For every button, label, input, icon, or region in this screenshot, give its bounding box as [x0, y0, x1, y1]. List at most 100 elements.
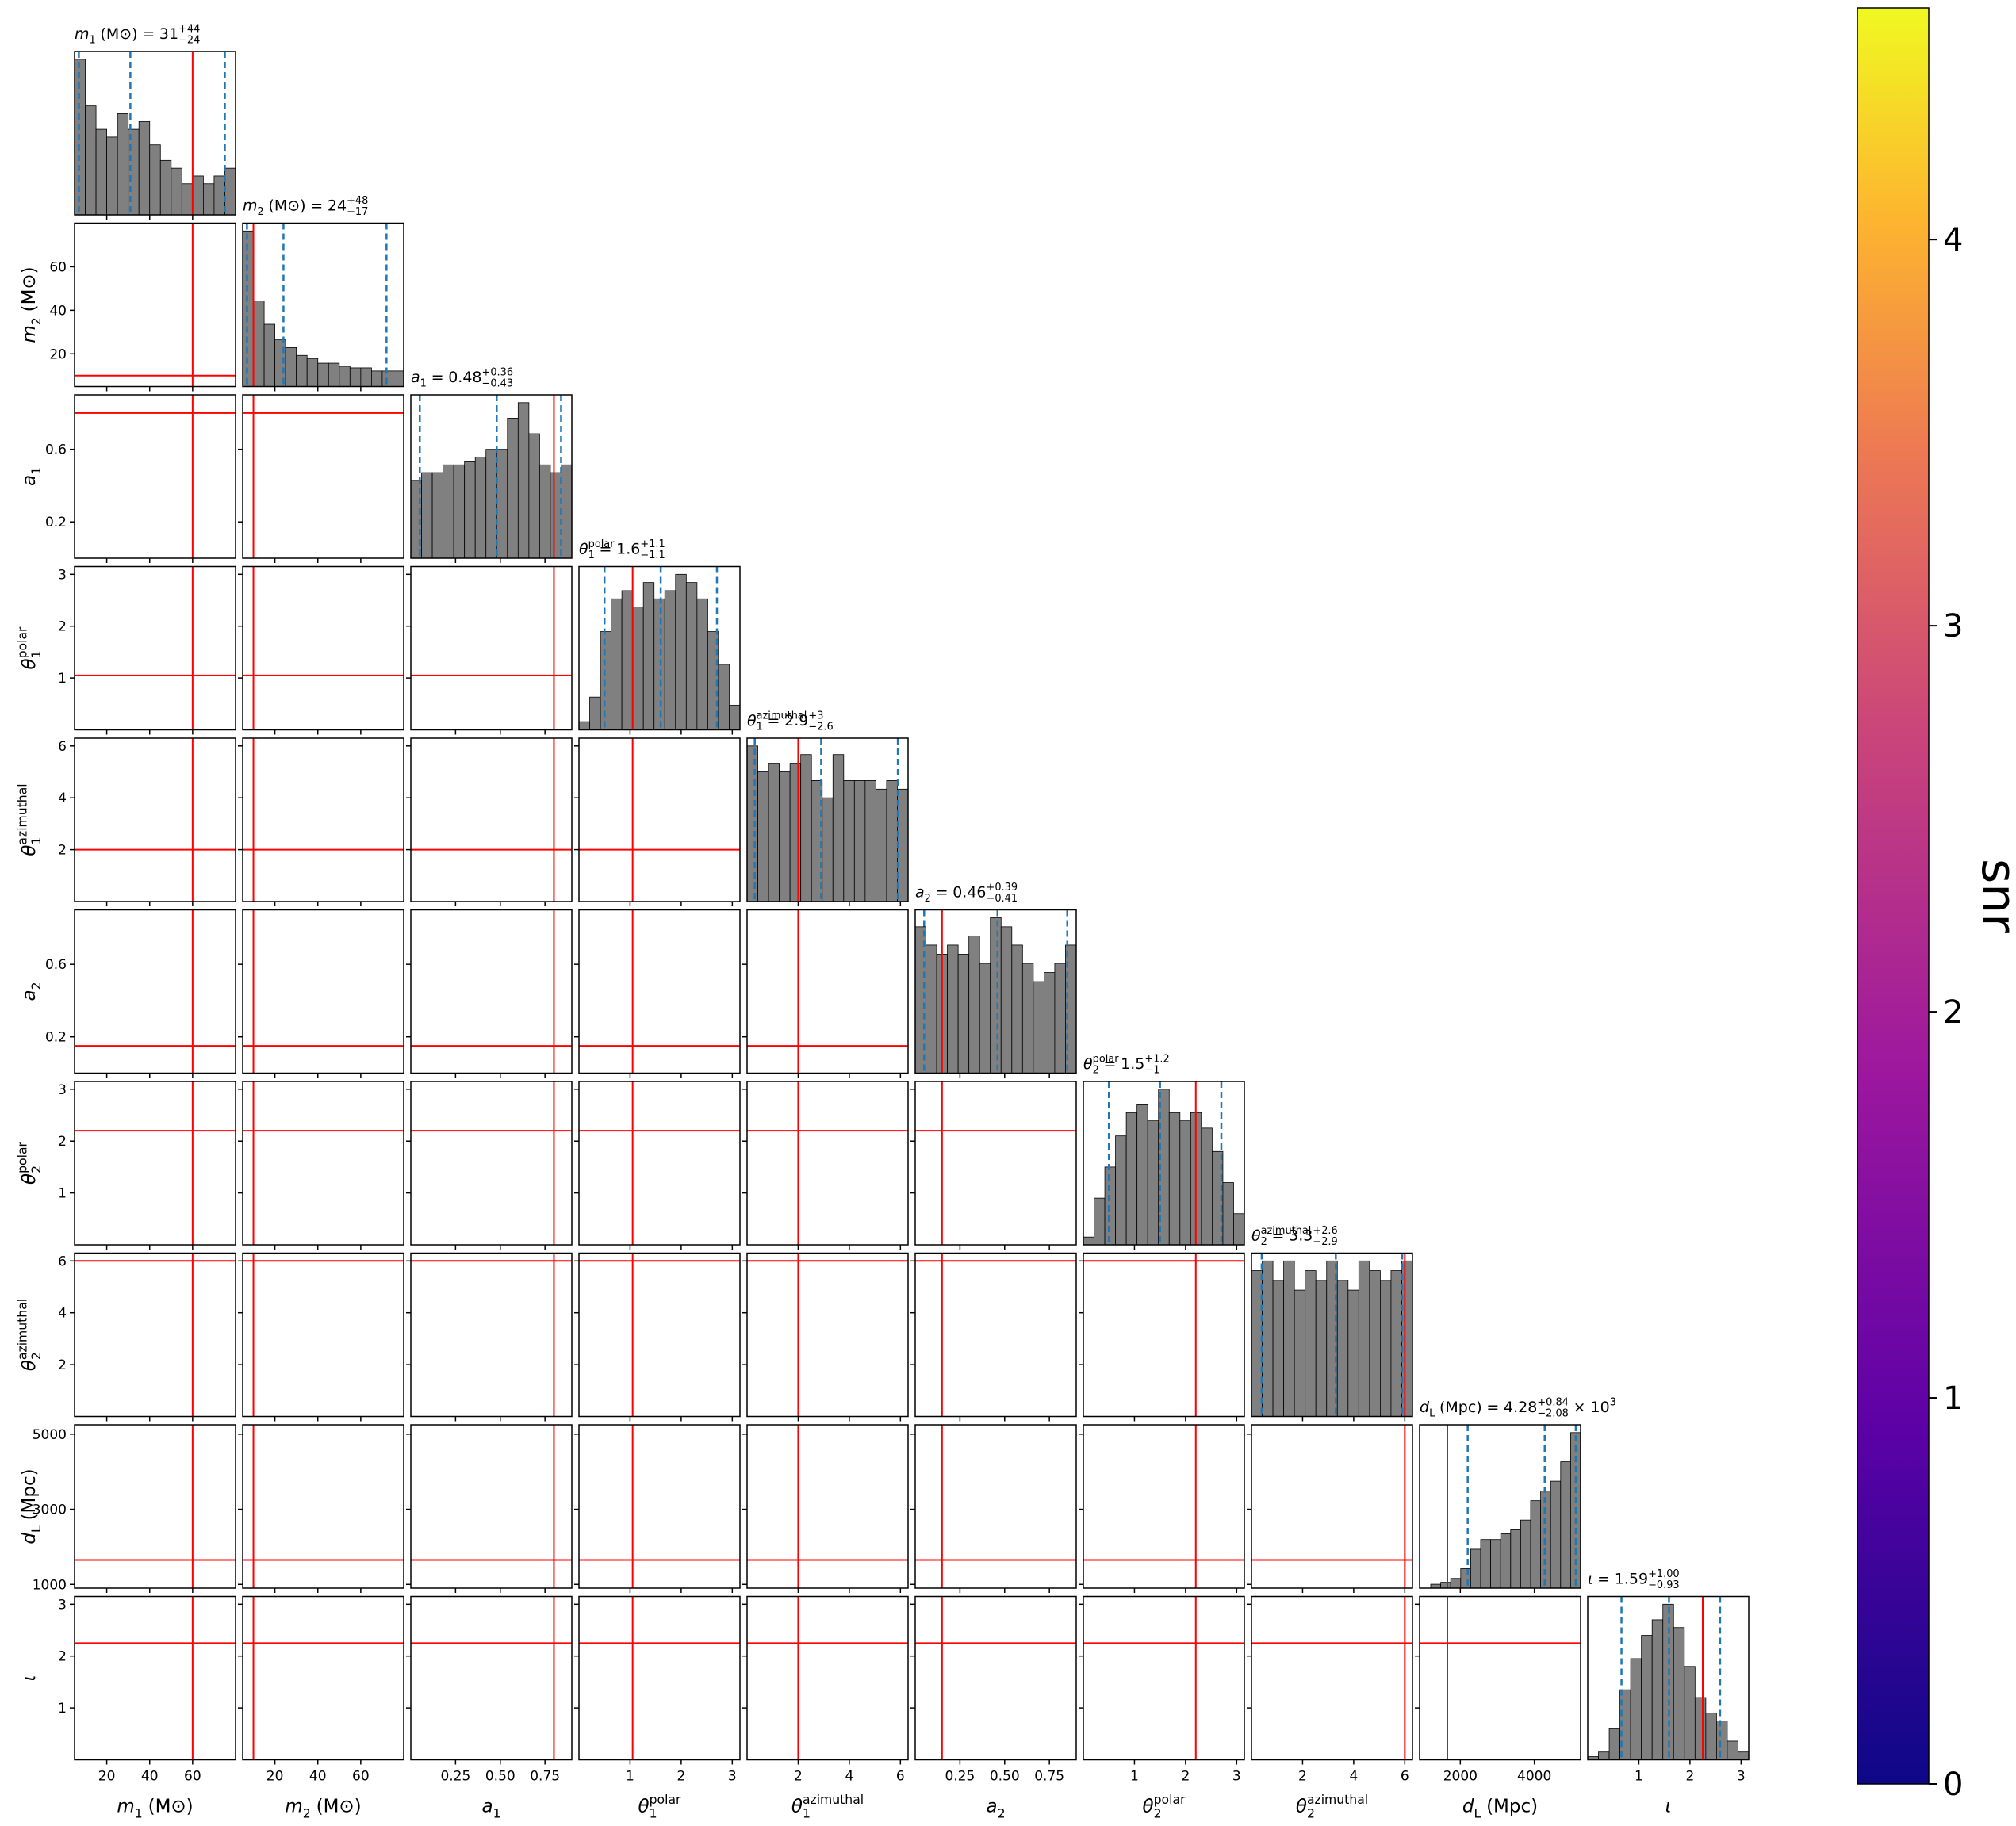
y-tick-label: 6	[58, 739, 67, 755]
text-part: polar	[1093, 1053, 1120, 1065]
hist-bar	[306, 358, 319, 387]
text-part: 0.46	[952, 884, 986, 902]
hist-bar	[1315, 1280, 1328, 1417]
x-tick-label: 0.50	[990, 1769, 1020, 1785]
panel-frame	[578, 1081, 741, 1246]
y-tick-label: 1	[58, 1186, 67, 1202]
y-tick-label: 6	[58, 1254, 67, 1269]
x-tick-label: 20	[98, 1769, 116, 1785]
hist-bar	[990, 917, 1002, 1074]
hist-bar	[1347, 1289, 1359, 1417]
hist-bar	[117, 113, 129, 216]
x-axis-label: dL (Mpc)	[1462, 1797, 1538, 1821]
text-part: 2	[29, 317, 44, 325]
x-axis-label: a2	[986, 1797, 1005, 1821]
text-part: −0.93	[1648, 1579, 1680, 1591]
panel-frame	[74, 51, 236, 216]
y-tick-label: 20	[49, 346, 67, 362]
hist-bar	[496, 449, 508, 559]
hist-bar	[914, 926, 926, 1074]
hist-bar	[600, 631, 611, 730]
x-tick-label: 0.50	[485, 1769, 515, 1785]
hist-bar	[1694, 1697, 1707, 1760]
x-axis-label: ι	[1665, 1797, 1672, 1817]
text-part: θ	[1143, 1797, 1154, 1817]
hist-bar	[1358, 1260, 1370, 1417]
hist-bar	[957, 954, 970, 1074]
text-part: −1	[1144, 1065, 1159, 1077]
text-part: −1.1	[640, 549, 665, 561]
panel-frame	[746, 1595, 909, 1761]
text-part: 31	[159, 25, 178, 43]
text-part: +0.36	[482, 366, 514, 378]
y-axis-label: θpolar1	[15, 626, 44, 669]
y-tick-label: 3	[58, 1082, 67, 1098]
hist-bar	[421, 472, 433, 559]
hist-bar	[517, 402, 530, 559]
text-part: =	[936, 884, 949, 902]
hist-bar	[443, 464, 454, 559]
hist-bar	[1369, 1270, 1381, 1417]
panel-frame	[74, 1424, 236, 1589]
x-tick-label: 6	[1401, 1769, 1409, 1785]
text-part: 2	[29, 1166, 44, 1173]
text-part: azimuthal	[1261, 1225, 1312, 1237]
x-axis-label: θazimuthal 1	[791, 1792, 864, 1820]
text-part: ι	[1588, 1571, 1592, 1588]
hist-bar	[431, 472, 443, 559]
hist-bar	[1470, 1548, 1481, 1589]
panel-frame	[1251, 1252, 1413, 1418]
text-part: θ	[791, 1797, 803, 1817]
text-part: =	[1597, 1571, 1610, 1588]
hist-bar	[202, 183, 215, 216]
hist-bar	[1272, 1280, 1284, 1417]
panel-frame	[410, 737, 573, 902]
hist-bar	[926, 944, 937, 1074]
hist-bar	[1715, 1721, 1728, 1760]
hist-bar	[1168, 1112, 1181, 1246]
panel-frame	[746, 737, 909, 902]
hist-bar	[968, 935, 980, 1074]
panel-frame	[578, 565, 741, 731]
text-part: 1.59	[1615, 1571, 1648, 1588]
text-part: polar	[1154, 1792, 1186, 1807]
y-tick-label: 2	[58, 619, 67, 635]
hist-bar	[74, 59, 86, 216]
x-tick-label: 2	[1685, 1769, 1694, 1785]
hist-bar	[1222, 1182, 1234, 1246]
panel-frame	[74, 1252, 236, 1418]
x-tick-label: 2	[794, 1769, 803, 1785]
text-part: 3	[1610, 1396, 1616, 1408]
panel-frame	[1083, 1595, 1245, 1761]
text-part: +0.84	[1537, 1396, 1569, 1408]
y-tick-label: 40	[49, 303, 67, 319]
hist-bar	[853, 780, 866, 902]
text-part: (Mpc)	[19, 1468, 40, 1520]
hist-bar	[1480, 1539, 1491, 1589]
text-part: 24	[328, 197, 347, 215]
text-part: azimuthal	[1307, 1792, 1368, 1807]
hist-bar	[718, 664, 730, 730]
panel-frame	[1419, 1424, 1581, 1589]
text-part: d	[19, 1533, 40, 1545]
panel-title: θazimuthal 2 = 3.3+2.6 −2.9	[1251, 1225, 1338, 1248]
panel-frame	[74, 222, 236, 388]
x-tick-label: 1	[1130, 1769, 1139, 1785]
panel-title: a1 = 0.48+0.36 −0.43	[411, 366, 513, 389]
text-part: −24	[178, 35, 200, 47]
text-part: 3.3	[1289, 1227, 1313, 1245]
text-part: (M⊙)	[19, 266, 40, 312]
hist-bar	[1201, 1127, 1213, 1246]
colorbar	[1857, 7, 1930, 1785]
text-part: d	[1420, 1399, 1430, 1416]
text-part: a	[411, 369, 420, 386]
panel-frame	[578, 909, 741, 1074]
x-axis-label: θpolar 2	[1143, 1792, 1186, 1820]
hist-bar	[1727, 1740, 1738, 1760]
hist-bar	[242, 230, 254, 387]
hist-bar	[843, 780, 855, 902]
hist-bar	[876, 788, 887, 902]
text-part: 2	[1307, 1805, 1315, 1820]
hist-bar	[1104, 1166, 1116, 1246]
text-part: ι	[19, 1675, 40, 1682]
